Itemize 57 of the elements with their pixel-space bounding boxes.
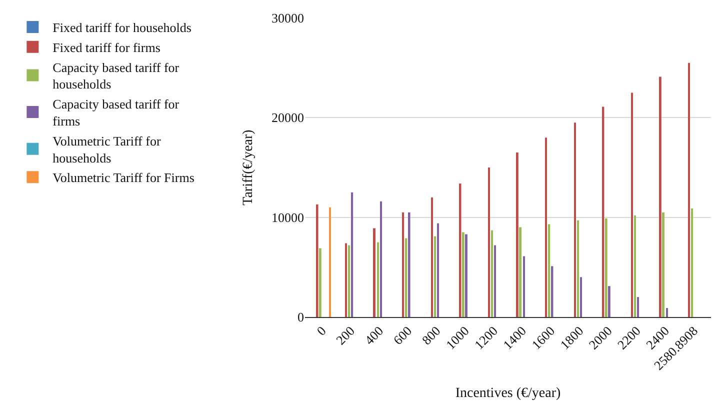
bar [523,256,525,317]
legend-label: Fixed tariff for firms [52,40,160,55]
x-tick-label: 600 [390,323,415,348]
legend-label: Fixed tariff for households [52,20,192,36]
bar [462,232,464,317]
bar [637,297,639,317]
bar [488,168,490,317]
x-axis-title: Incentives (€/year) [455,386,561,402]
bar [319,248,322,317]
bar [408,212,410,317]
bar [373,228,376,317]
x-tick-label: 0 [314,323,329,338]
bar [431,197,433,317]
legend-label: Capacity based tariff for households [52,60,180,92]
y-tick-label: 0 [298,310,304,325]
bar [659,76,662,317]
bar [437,223,439,317]
bar [577,220,579,317]
bar [345,243,347,317]
bar [380,201,382,317]
bar [574,122,576,317]
bar [491,230,493,317]
bar [545,138,548,317]
bar [519,227,522,317]
y-tick-label: 20000 [272,110,304,126]
bar [465,234,468,317]
bar [691,208,694,317]
legend-label: Volumetric Tariff for Firms [52,170,194,186]
x-tick-label: 400 [362,323,386,348]
bar [634,215,636,317]
y-axis-title: Tariff(€/year) [241,129,256,206]
bar [662,212,664,317]
bar [666,308,668,317]
bar [605,218,608,317]
bar [631,92,633,317]
bar [316,204,318,317]
bar [329,207,331,317]
bar [688,62,690,317]
bar [516,152,518,317]
y-tick-label: 10000 [272,210,304,225]
bar [551,266,554,317]
bar [351,192,354,317]
bar [608,286,610,317]
bar [580,277,582,317]
bar [377,242,379,317]
x-tick-label: 800 [418,323,444,348]
bar [402,212,404,317]
bar [602,106,604,317]
legend-label: Volumetric Tariff for households [52,133,162,166]
bar [434,236,436,317]
y-tick-label: 30000 [272,10,304,26]
bar [548,224,550,317]
legend-label: Capacity based tariff for firms [52,96,180,129]
bar [348,245,350,317]
bar [494,245,496,317]
bar [405,238,408,317]
x-tick-label: 200 [333,323,358,348]
